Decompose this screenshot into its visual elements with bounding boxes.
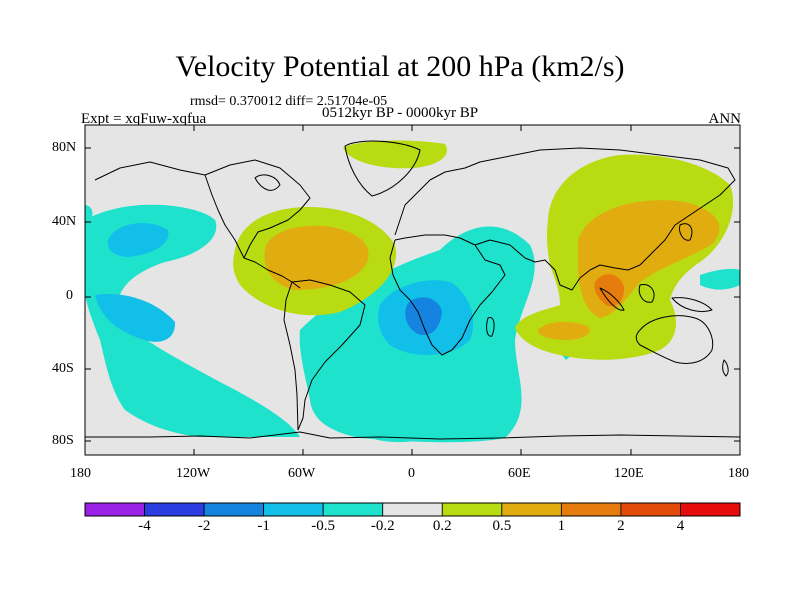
coast-africa (389, 234, 506, 356)
lat-label-80n: 80N (52, 140, 77, 155)
colorbar-label: 4 (676, 518, 685, 534)
colorbar-label: -4 (138, 518, 151, 534)
colorbar-box (620, 502, 681, 517)
coast-new-zealand (722, 359, 729, 377)
colorbar-box (382, 502, 443, 517)
coast-hudson-bay (254, 174, 281, 191)
colorbar-label: 2 (617, 518, 625, 534)
lon-label-0: 0 (408, 466, 415, 481)
coast-south-america (291, 279, 366, 431)
colorbar (84, 502, 741, 517)
coast-antarctica (85, 431, 740, 440)
coast-asia (499, 147, 736, 271)
stats-line: rmsd= 0.370012 diff= 2.51704e-05 (190, 94, 388, 109)
level-0.5-indian-band (538, 321, 590, 340)
coast-europe (394, 157, 501, 236)
coast-madagascar (486, 316, 495, 337)
positive-region-greenland (343, 140, 447, 169)
colorbar-label: 0.5 (492, 518, 512, 534)
negative-region-pacific (85, 204, 300, 437)
colorbar-box (560, 502, 622, 517)
level-minus1-north-pacific (107, 223, 169, 257)
coast-south-america-west (283, 281, 299, 431)
coast-north-america-west (204, 174, 245, 259)
colorbar-box (441, 502, 503, 517)
lon-label-180e: 180 (728, 466, 749, 481)
colorbar-frame (84, 502, 741, 517)
coast-sumatra (599, 287, 625, 311)
negative-region-far-west (85, 205, 93, 220)
colorbar-box (144, 502, 205, 517)
lon-label-60e: 60E (508, 466, 531, 481)
coast-borneo (638, 283, 655, 303)
lon-label-120w: 120W (176, 466, 211, 481)
coast-japan (679, 223, 693, 241)
colorbar-boxes (84, 502, 741, 517)
period-line: 0512kyr BP - 0000kyr BP (322, 105, 479, 121)
coastlines (85, 140, 740, 440)
coast-new-guinea (671, 297, 713, 312)
lon-label-60w: 60W (288, 466, 316, 481)
level-minus1-central-pacific (95, 294, 176, 342)
lat-label-80s: 80S (52, 433, 74, 448)
colorbar-box (263, 502, 324, 517)
negative-region-east-pacific (700, 268, 740, 290)
map-plot-area (85, 125, 740, 455)
coast-greenland (344, 140, 421, 197)
level-1-maritime-continent (594, 274, 625, 307)
lon-label-120e: 120E (614, 466, 644, 481)
colorbar-label: 1 (557, 518, 566, 534)
level-0.5-central-america (264, 225, 369, 290)
colorbar-label: 0.2 (432, 518, 452, 534)
experiment-label: Expt = xqFuw-xqfua (81, 111, 207, 127)
colorbar-box (84, 502, 145, 517)
axis-ticks (84, 125, 741, 455)
lat-label-eq: 0 (66, 288, 73, 303)
colorbar-box (501, 502, 562, 517)
lon-label-180w: 180 (70, 466, 91, 481)
colorbar-box (322, 502, 384, 517)
colorbar-box (680, 502, 741, 517)
coast-north-america (94, 159, 311, 289)
colorbar-label: -1 (257, 518, 270, 534)
colorbar-label: -0.5 (311, 518, 336, 534)
coast-arabia-india (474, 239, 591, 291)
season-label: ANN (708, 111, 742, 127)
coast-australia (635, 315, 714, 364)
lat-label-40n: 40N (52, 214, 77, 229)
lat-label-40s: 40S (52, 361, 74, 376)
colorbar-box (203, 502, 265, 517)
colorbar-label: -0.2 (370, 518, 395, 534)
colorbar-label: -2 (197, 518, 211, 534)
plot-title: Velocity Potential at 200 hPa (km2/s) (175, 50, 625, 83)
